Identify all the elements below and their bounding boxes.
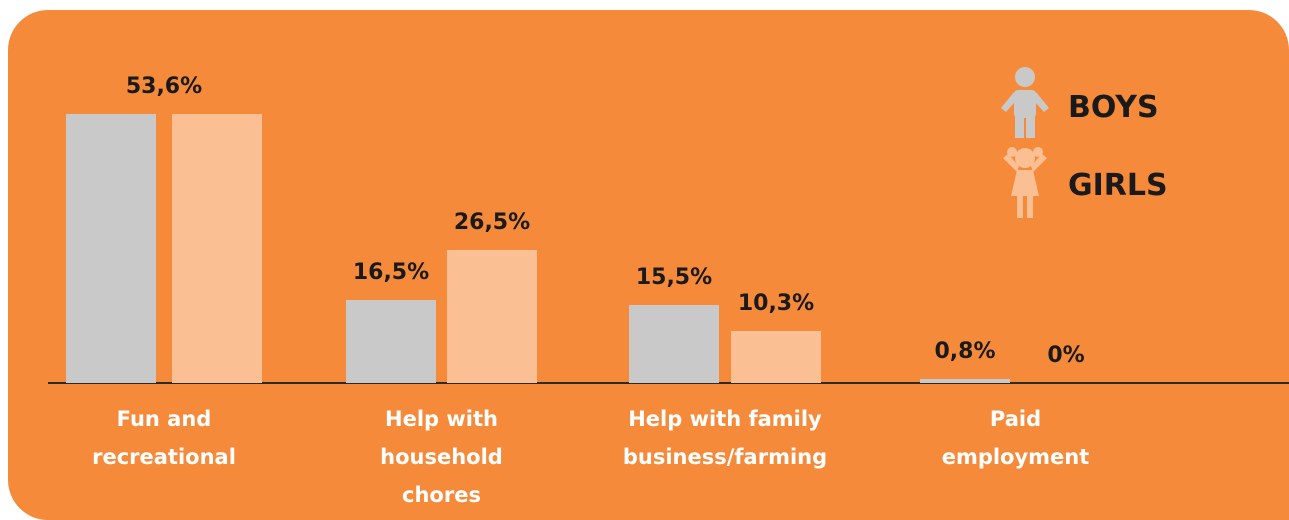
data-label: 0% bbox=[1047, 343, 1085, 368]
bar bbox=[447, 250, 537, 383]
bar bbox=[346, 300, 436, 383]
data-label: 16,5% bbox=[352, 260, 430, 286]
legend-icons bbox=[1001, 67, 1049, 218]
girl-icon bbox=[1003, 147, 1047, 218]
boy-icon bbox=[1001, 67, 1049, 138]
x-tick-label: Paid employment bbox=[941, 407, 1090, 469]
legend-label: GIRLS bbox=[1068, 168, 1168, 203]
x-tick-label: Help with family business/farming bbox=[622, 407, 828, 469]
x-tick-label: Fun and recreational bbox=[92, 407, 236, 469]
bar bbox=[629, 305, 719, 383]
bar bbox=[920, 378, 1010, 383]
data-label: 53,6% bbox=[125, 74, 203, 100]
data-label: 26,5% bbox=[453, 210, 531, 236]
bar bbox=[731, 331, 821, 383]
x-tick-label: Help with household chores bbox=[380, 407, 503, 507]
data-label: 10,3% bbox=[737, 291, 815, 317]
data-label: 0,8% bbox=[934, 338, 996, 364]
data-label: 15,5% bbox=[635, 265, 713, 291]
bar bbox=[66, 114, 156, 383]
bar bbox=[172, 114, 262, 383]
legend-label: BOYS bbox=[1068, 90, 1159, 125]
x-axis-line bbox=[48, 382, 1289, 384]
